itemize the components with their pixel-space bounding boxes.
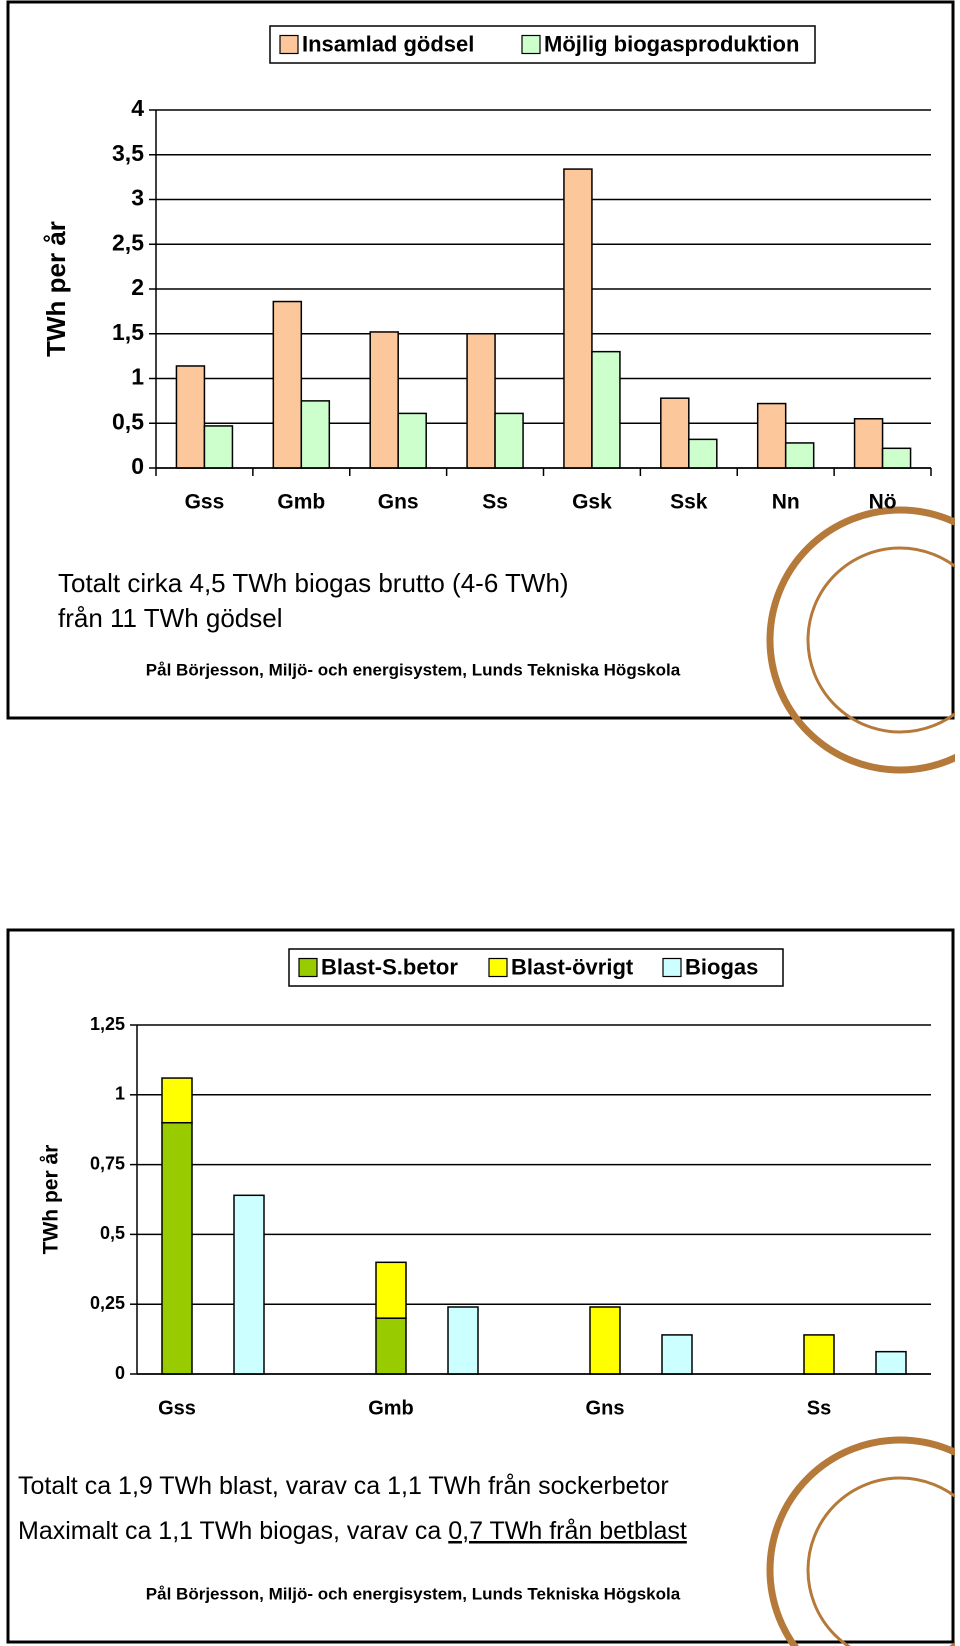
- note-part: Totalt ca 1,9 TWh blast, varav ca 1,1 TW…: [18, 1472, 669, 1500]
- x-tick-label: Nn: [772, 491, 800, 514]
- bar-segment: [447, 1306, 479, 1375]
- bar-segment: [803, 1334, 835, 1375]
- note-part: 0,7 TWh från betblast: [448, 1517, 687, 1545]
- bar: [756, 402, 787, 469]
- seal: [766, 506, 960, 1646]
- x-tick-label: Ss: [807, 1397, 831, 1419]
- bar: [466, 333, 496, 469]
- bar-segment: [161, 1077, 193, 1124]
- legend-box: [288, 948, 784, 987]
- note-part: Totalt cirka 4,5 TWh biogas brutto (4-6 …: [58, 568, 569, 598]
- legend-box: [269, 25, 816, 64]
- legend-swatch: [279, 34, 299, 55]
- y-tick-label: 0,25: [90, 1293, 125, 1313]
- x-tick-label: Gss: [158, 1397, 196, 1419]
- y-tick-label: 0,75: [90, 1153, 125, 1173]
- bar-segment: [661, 1334, 693, 1375]
- note-part: Maximalt ca 1,1 TWh biogas, varav ca: [18, 1517, 448, 1545]
- y-tick-label: 0,5: [100, 1223, 125, 1243]
- bar: [784, 442, 815, 469]
- y-tick-label: 1: [115, 1084, 125, 1104]
- legend-label: Blast-övrigt: [511, 954, 634, 979]
- legend-swatch: [521, 34, 541, 55]
- x-tick-label: Gmb: [277, 491, 325, 514]
- bar-segment: [875, 1350, 907, 1375]
- legend-swatch: [298, 957, 318, 978]
- legend-swatch: [662, 957, 682, 978]
- bar: [591, 350, 621, 469]
- note: Maximalt ca 1,1 TWh biogas, varav ca 0,7…: [18, 1517, 687, 1545]
- bar: [853, 418, 884, 469]
- note: från 11 TWh gödsel: [58, 603, 283, 633]
- y-axis-label: TWh per år: [40, 1145, 63, 1255]
- y-tick-label: 2,5: [112, 229, 144, 255]
- y-tick-label: 0: [115, 1363, 125, 1383]
- y-tick-label: 1,5: [112, 319, 144, 345]
- x-tick-label: Gns: [378, 491, 419, 514]
- bar: [688, 438, 718, 469]
- note-part: från 11 TWh gödsel: [58, 603, 283, 633]
- credit: Pål Börjesson, Miljö- och energisystem, …: [146, 660, 681, 679]
- y-tick-label: 4: [131, 95, 144, 121]
- legend-label: Blast-S.betor: [321, 954, 458, 979]
- x-tick-label: Gns: [586, 1397, 625, 1419]
- y-tick-label: 1,25: [90, 1014, 125, 1034]
- legend-label: Möjlig biogasproduktion: [544, 31, 799, 56]
- bar: [369, 331, 399, 469]
- x-tick-label: Ss: [482, 491, 508, 514]
- bar: [397, 412, 427, 469]
- x-tick-label: Gsk: [572, 491, 612, 514]
- x-tick-label: Gmb: [368, 1397, 414, 1419]
- credit: Pål Börjesson, Miljö- och energisystem, …: [146, 1584, 681, 1603]
- legend-label: Insamlad gödsel: [302, 31, 474, 56]
- y-axis-label: TWh per år: [41, 221, 71, 357]
- bar-segment: [233, 1194, 265, 1375]
- y-tick-label: 3: [131, 185, 144, 211]
- bar: [660, 397, 690, 469]
- y-tick-label: 0: [131, 453, 144, 479]
- x-tick-label: Gss: [185, 491, 225, 514]
- legend-label: Biogas: [685, 954, 758, 979]
- x-tick-label: Nö: [869, 491, 897, 514]
- bar: [300, 400, 331, 469]
- bar-segment: [375, 1317, 407, 1375]
- bar: [563, 168, 593, 469]
- note: Totalt cirka 4,5 TWh biogas brutto (4-6 …: [58, 568, 569, 598]
- note: Totalt ca 1,9 TWh blast, varav ca 1,1 TW…: [18, 1472, 669, 1500]
- bar: [881, 447, 912, 469]
- legend-swatch: [488, 957, 508, 978]
- bar: [494, 412, 524, 469]
- bar-segment: [375, 1261, 407, 1319]
- bar: [203, 425, 234, 469]
- y-tick-label: 2: [131, 274, 144, 300]
- y-tick-label: 1: [131, 364, 144, 390]
- y-tick-label: 3,5: [112, 140, 144, 166]
- bar-segment: [161, 1121, 193, 1375]
- y-tick-label: 0,5: [112, 408, 144, 434]
- bar-segment: [589, 1306, 621, 1375]
- edge: [955, 0, 960, 1646]
- bar: [272, 300, 303, 469]
- bar: [175, 365, 206, 469]
- x-tick-label: Ssk: [670, 491, 708, 514]
